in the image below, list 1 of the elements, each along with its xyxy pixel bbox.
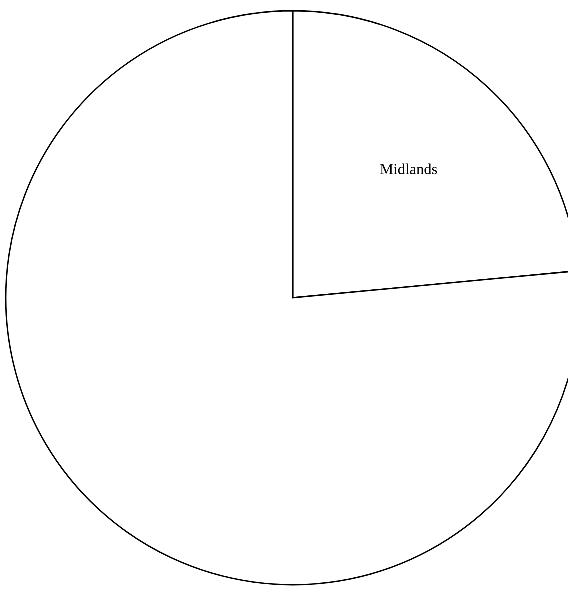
slice-label: Midlands	[380, 164, 438, 174]
